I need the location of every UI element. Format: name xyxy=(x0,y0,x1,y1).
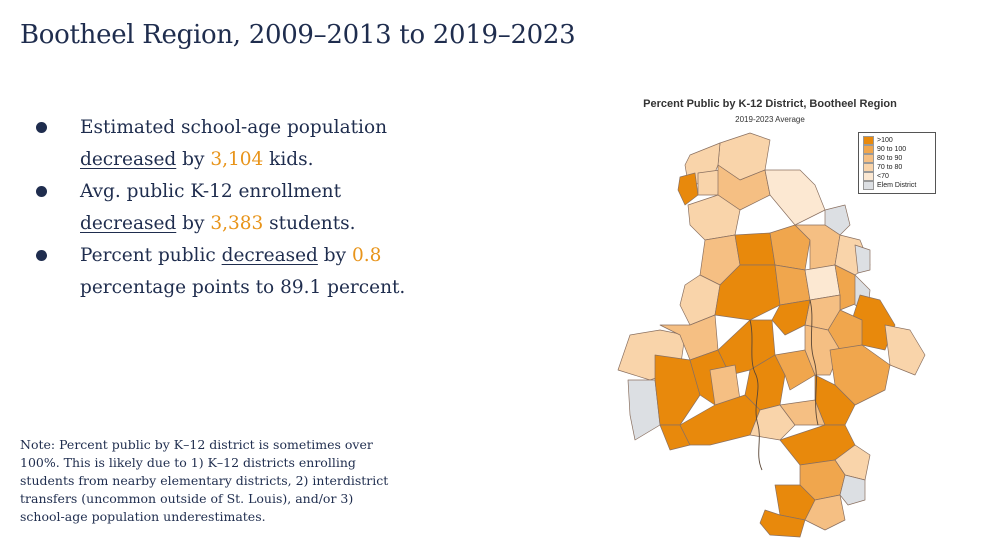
map-district xyxy=(884,324,926,376)
map-district xyxy=(804,324,841,376)
map-district xyxy=(804,494,846,531)
legend-swatch xyxy=(863,163,874,172)
legend-swatch xyxy=(863,181,874,190)
map-district xyxy=(771,299,811,336)
map-district xyxy=(764,169,826,226)
bullet-dot-icon xyxy=(36,122,47,133)
map-district xyxy=(769,224,811,271)
map-district xyxy=(734,232,776,266)
map-district xyxy=(804,264,841,301)
map-district xyxy=(627,379,661,441)
bullet-dot-icon xyxy=(36,250,47,261)
legend-swatch xyxy=(863,154,874,163)
map-district xyxy=(854,244,871,274)
legend-swatch xyxy=(863,172,874,181)
bullet-item: Avg. public K-12 enrollment decreased by… xyxy=(32,176,432,240)
district-map xyxy=(617,132,926,538)
river-line xyxy=(749,319,763,471)
footnote: Note: Percent public by K–12 district is… xyxy=(20,437,389,524)
legend-item: <70 xyxy=(863,172,931,181)
map-legend: >100 90 to 100 80 to 90 70 to 80 <70 Ele… xyxy=(858,132,936,194)
legend-item: 80 to 90 xyxy=(863,154,931,163)
map-district xyxy=(774,264,811,306)
map-district xyxy=(749,404,796,441)
legend-swatch xyxy=(863,145,874,154)
map-district xyxy=(697,169,721,196)
legend-item: 70 to 80 xyxy=(863,163,931,172)
legend-swatch xyxy=(863,136,874,145)
page-title: Bootheel Region, 2009–2013 to 2019–2023 xyxy=(20,20,576,50)
map-district xyxy=(759,509,806,538)
bullet-item: Percent public decreased by 0.8 percenta… xyxy=(32,240,432,304)
legend-item: >100 xyxy=(863,136,931,145)
legend-item: Elem District xyxy=(863,181,931,190)
bullet-list: Estimated school-age population decrease… xyxy=(32,112,432,304)
bullet-dot-icon xyxy=(36,186,47,197)
bullet-item: Estimated school-age population decrease… xyxy=(32,112,432,176)
map-district xyxy=(774,349,816,391)
map-district xyxy=(824,204,851,236)
legend-item: 90 to 100 xyxy=(863,145,931,154)
map-district xyxy=(677,172,699,206)
map-title: Percent Public by K-12 District, Boothee… xyxy=(643,98,897,110)
river-line xyxy=(809,299,819,426)
map-district xyxy=(839,474,866,506)
map-subtitle: 2019-2023 Average xyxy=(735,115,805,124)
